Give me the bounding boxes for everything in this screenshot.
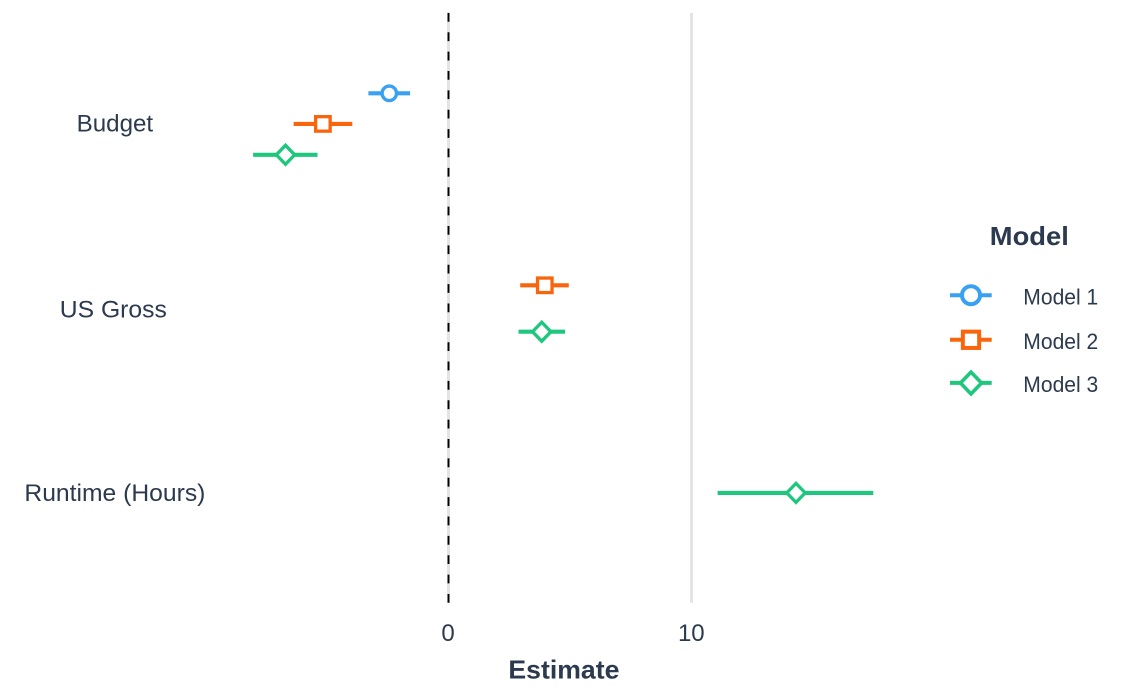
svg-text:Model 1: Model 1	[1023, 284, 1098, 309]
svg-text:0: 0	[441, 620, 454, 647]
svg-text:Model 2: Model 2	[1023, 329, 1098, 354]
svg-text:Estimate: Estimate	[508, 655, 619, 685]
svg-text:US Gross: US Gross	[60, 296, 167, 323]
svg-text:Model: Model	[990, 221, 1069, 251]
svg-text:10: 10	[678, 620, 705, 647]
svg-text:Runtime (Hours): Runtime (Hours)	[24, 480, 205, 507]
svg-text:Budget: Budget	[77, 110, 154, 137]
svg-text:Model 3: Model 3	[1023, 372, 1098, 397]
